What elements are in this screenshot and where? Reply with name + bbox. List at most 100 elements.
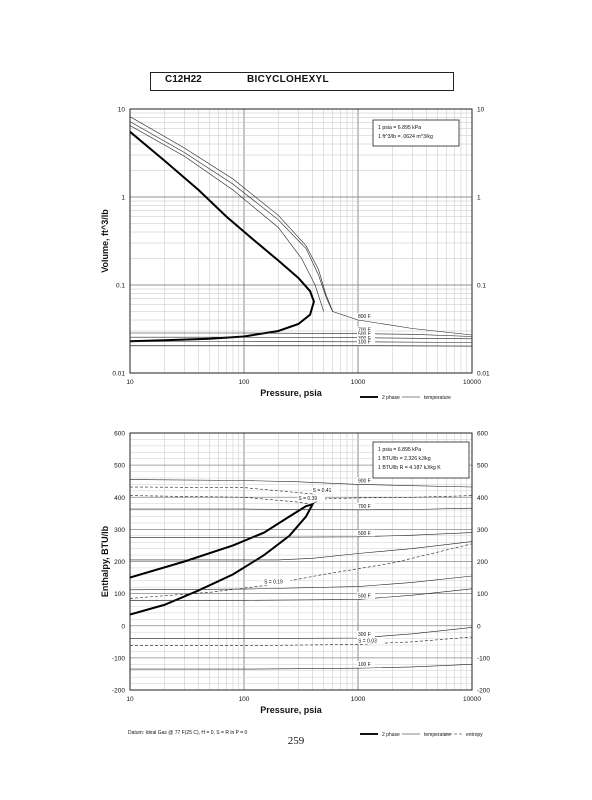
compound-formula: C12H22 [165,74,202,85]
temperature-line [130,532,472,538]
compound-title-box: C12H22 BICYCLOHEXYL [150,72,454,91]
y-tick-label-left: 0 [121,623,125,630]
curve-label-bg [311,487,340,494]
conversion-info-line: 1 BTU/lb = 2.326 kJ/kg [378,456,431,462]
y-tick-label-right: -200 [477,688,490,695]
y-tick-label-left: 500 [114,463,125,470]
chart-footnote: Datum: Ideal Gas @ 77 F(25 C), H = 0, S … [128,730,248,736]
temperature-label: 700 F [358,504,371,510]
y-tick-label-left: 0.01 [112,371,125,378]
temperature-line [130,345,472,347]
temperature-label: 500 F [358,332,371,338]
series-group [130,116,472,347]
conversion-info-box [372,119,460,147]
y-axis-label: Enthalpy, BTU/lb [100,525,110,597]
y-tick-label-right: 1 [477,195,481,202]
x-axis-label: Pressure, psia [260,388,323,398]
x-tick-label: 1000 [351,379,366,386]
entropy-line [130,543,472,599]
conversion-info-line: 1 ft^3/lb = .0624 m^3/kg [378,134,433,140]
curve-label-bg [357,477,375,484]
compound-name: BICYCLOHEXYL [247,74,329,85]
y-axis-label: Volume, ft^3/lb [100,209,110,273]
entropy-label: S = 0.19 [264,580,283,586]
curve-label-bg [357,630,375,638]
temperature-line [130,332,472,337]
plot-frame [129,108,473,374]
y-tick-label-left: 600 [114,431,125,438]
legend-label: 2 phase [382,732,400,738]
curve-label-bg [357,661,375,668]
temperature-label: 900 F [358,478,371,484]
y-tick-label-right: 0.01 [477,371,490,378]
y-tick-label-left: 10 [118,107,126,114]
temperature-label: 100 F [358,662,371,668]
x-tick-label: 10 [126,379,134,386]
y-tick-label-left: 0.1 [116,283,125,290]
temperature-line [130,664,472,670]
temperature-line [130,341,472,343]
temperature-line [130,336,472,340]
entropy-label: S = 0.41 [313,488,332,494]
curve-label-bg [297,495,325,502]
entropy-line [130,495,324,505]
legend-label: entropy [466,732,483,738]
legend-label: 2 phase [382,395,400,401]
conversion-info-box [372,441,470,479]
y-tick-label-right: 600 [477,431,488,438]
temperature-line [130,588,472,602]
x-tick-label: 100 [239,379,250,386]
x-axis-label: Pressure, psia [260,705,323,715]
curve-label-bg [357,338,375,346]
y-tick-label-left: 100 [114,591,125,598]
x-tick-label: 10000 [463,379,481,386]
curve-label-bg [263,578,291,586]
entropy-label: S = 0.03 [358,638,377,644]
x-tick-label: 10000 [463,696,481,703]
curve-label-bg [357,334,375,342]
curve-label-bg [357,502,375,510]
y-tick-label-left: 1 [121,195,125,202]
y-tick-label-right: 10 [477,107,485,114]
y-tick-label-left: 200 [114,559,125,566]
two-phase-curve [130,131,315,343]
temperature-line [130,479,472,488]
y-tick-label-left: -200 [112,688,125,695]
plot-frame [129,432,473,691]
curve-label-bg [357,313,375,320]
page-number: 259 [287,735,305,747]
curve-label-bg [357,326,375,334]
x-tick-label: 1000 [351,696,366,703]
temperature-line [130,507,472,511]
conversion-info-line: 1 psia = 6.895 kPa [378,447,421,453]
curve-label-bg [357,529,375,537]
y-tick-label-right: 200 [477,559,488,566]
conversion-info-line: 1 psia = 6.895 kPa [378,125,421,131]
temperature-label: 100 F [358,340,371,346]
y-tick-label-right: 0.1 [477,283,486,290]
temperature-label: 700 F [358,328,371,334]
temperature-label: 300 F [358,632,371,638]
temperature-label: 500 F [358,593,371,599]
y-tick-label-left: -100 [112,655,125,662]
temperature-line [130,125,324,312]
y-tick-label-right: 100 [477,591,488,598]
temperature-line [130,121,333,312]
y-tick-label-left: 400 [114,495,125,502]
x-tick-label: 10 [126,696,134,703]
entropy-label: S = 0.39 [298,496,317,502]
y-tick-label-right: -100 [477,655,490,662]
temperature-line [130,541,472,561]
curve-label-bg [357,330,375,338]
series-group [130,479,472,670]
curve-label-bg [357,637,385,644]
y-tick-label-left: 300 [114,527,125,534]
x-tick-label: 100 [239,696,250,703]
temperature-line [130,575,472,591]
conversion-info-line: 1 BTU/lb R = 4.187 kJ/kg K [378,465,441,471]
y-tick-label-right: 0 [477,623,481,630]
temperature-label: 500 F [358,531,371,537]
temperature-label: 800 F [358,314,371,320]
temperature-line [130,627,472,639]
